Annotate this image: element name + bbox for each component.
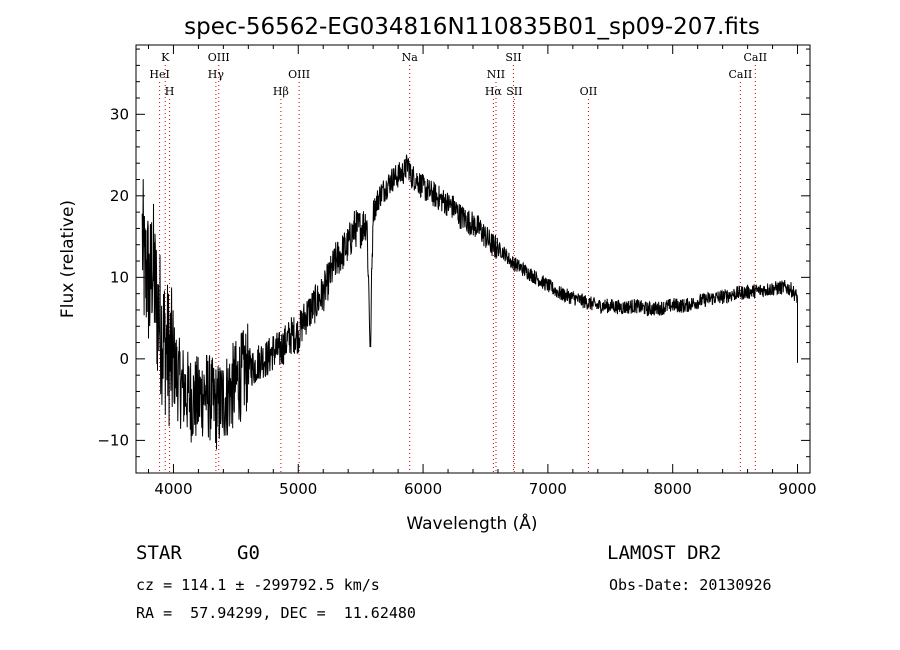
object-class: STAR	[136, 542, 182, 564]
y-tick-label: −10	[97, 431, 129, 449]
chart-title: spec-56562-EG034816N110835B01_sp09-207.f…	[184, 14, 760, 40]
y-tick-label: 0	[119, 350, 129, 368]
y-tick-label: 20	[110, 187, 129, 205]
line-marker-label: SII	[505, 51, 521, 64]
coordinates-line: RA = 57.94299, DEC = 11.62480	[136, 604, 416, 622]
line-marker-label: NII	[487, 68, 505, 81]
redshift-line: cz = 114.1 ± -299792.5 km/s	[136, 576, 380, 594]
spectrum-chart: spec-56562-EG034816N110835B01_sp09-207.f…	[58, 14, 817, 534]
plot-frame	[135, 44, 811, 474]
x-axis-label: Wavelength (Å)	[406, 512, 537, 534]
y-tick-label: 30	[110, 105, 129, 123]
line-marker-label: OIII	[288, 68, 310, 81]
x-tick-label: 5000	[279, 480, 317, 498]
survey-name: LAMOST DR2	[607, 542, 722, 564]
line-marker-label: HeI	[149, 68, 169, 81]
object-subclass: G0	[237, 542, 260, 564]
x-tick-label: 8000	[654, 480, 692, 498]
line-marker-label: OII	[580, 85, 598, 98]
line-marker-label: Hα	[485, 85, 503, 98]
spectrum-line	[141, 154, 798, 450]
x-tick-label: 9000	[778, 480, 816, 498]
y-tick-label: 10	[110, 268, 129, 286]
x-tick-label: 6000	[404, 480, 442, 498]
line-marker-label: OIII	[208, 51, 230, 64]
x-tick-label: 4000	[154, 480, 192, 498]
line-marker-label: SII	[506, 85, 522, 98]
line-marker-label: Hβ	[273, 85, 289, 98]
obs-date-line: Obs-Date: 20130926	[609, 576, 772, 594]
x-tick-label: 7000	[529, 480, 567, 498]
y-axis: −10 0 10 20 30	[97, 48, 810, 474]
line-marker-label: CaII	[729, 68, 753, 81]
x-axis: 4000 5000 6000 7000 8000 9000	[147, 45, 817, 498]
line-marker-label: Hγ	[208, 68, 225, 81]
line-marker-label: H	[165, 85, 175, 98]
y-axis-label: Flux (relative)	[58, 200, 78, 318]
line-marker-label: CaII	[743, 51, 767, 64]
line-marker-label: K	[161, 51, 170, 64]
line-marker-label: Na	[402, 51, 419, 64]
